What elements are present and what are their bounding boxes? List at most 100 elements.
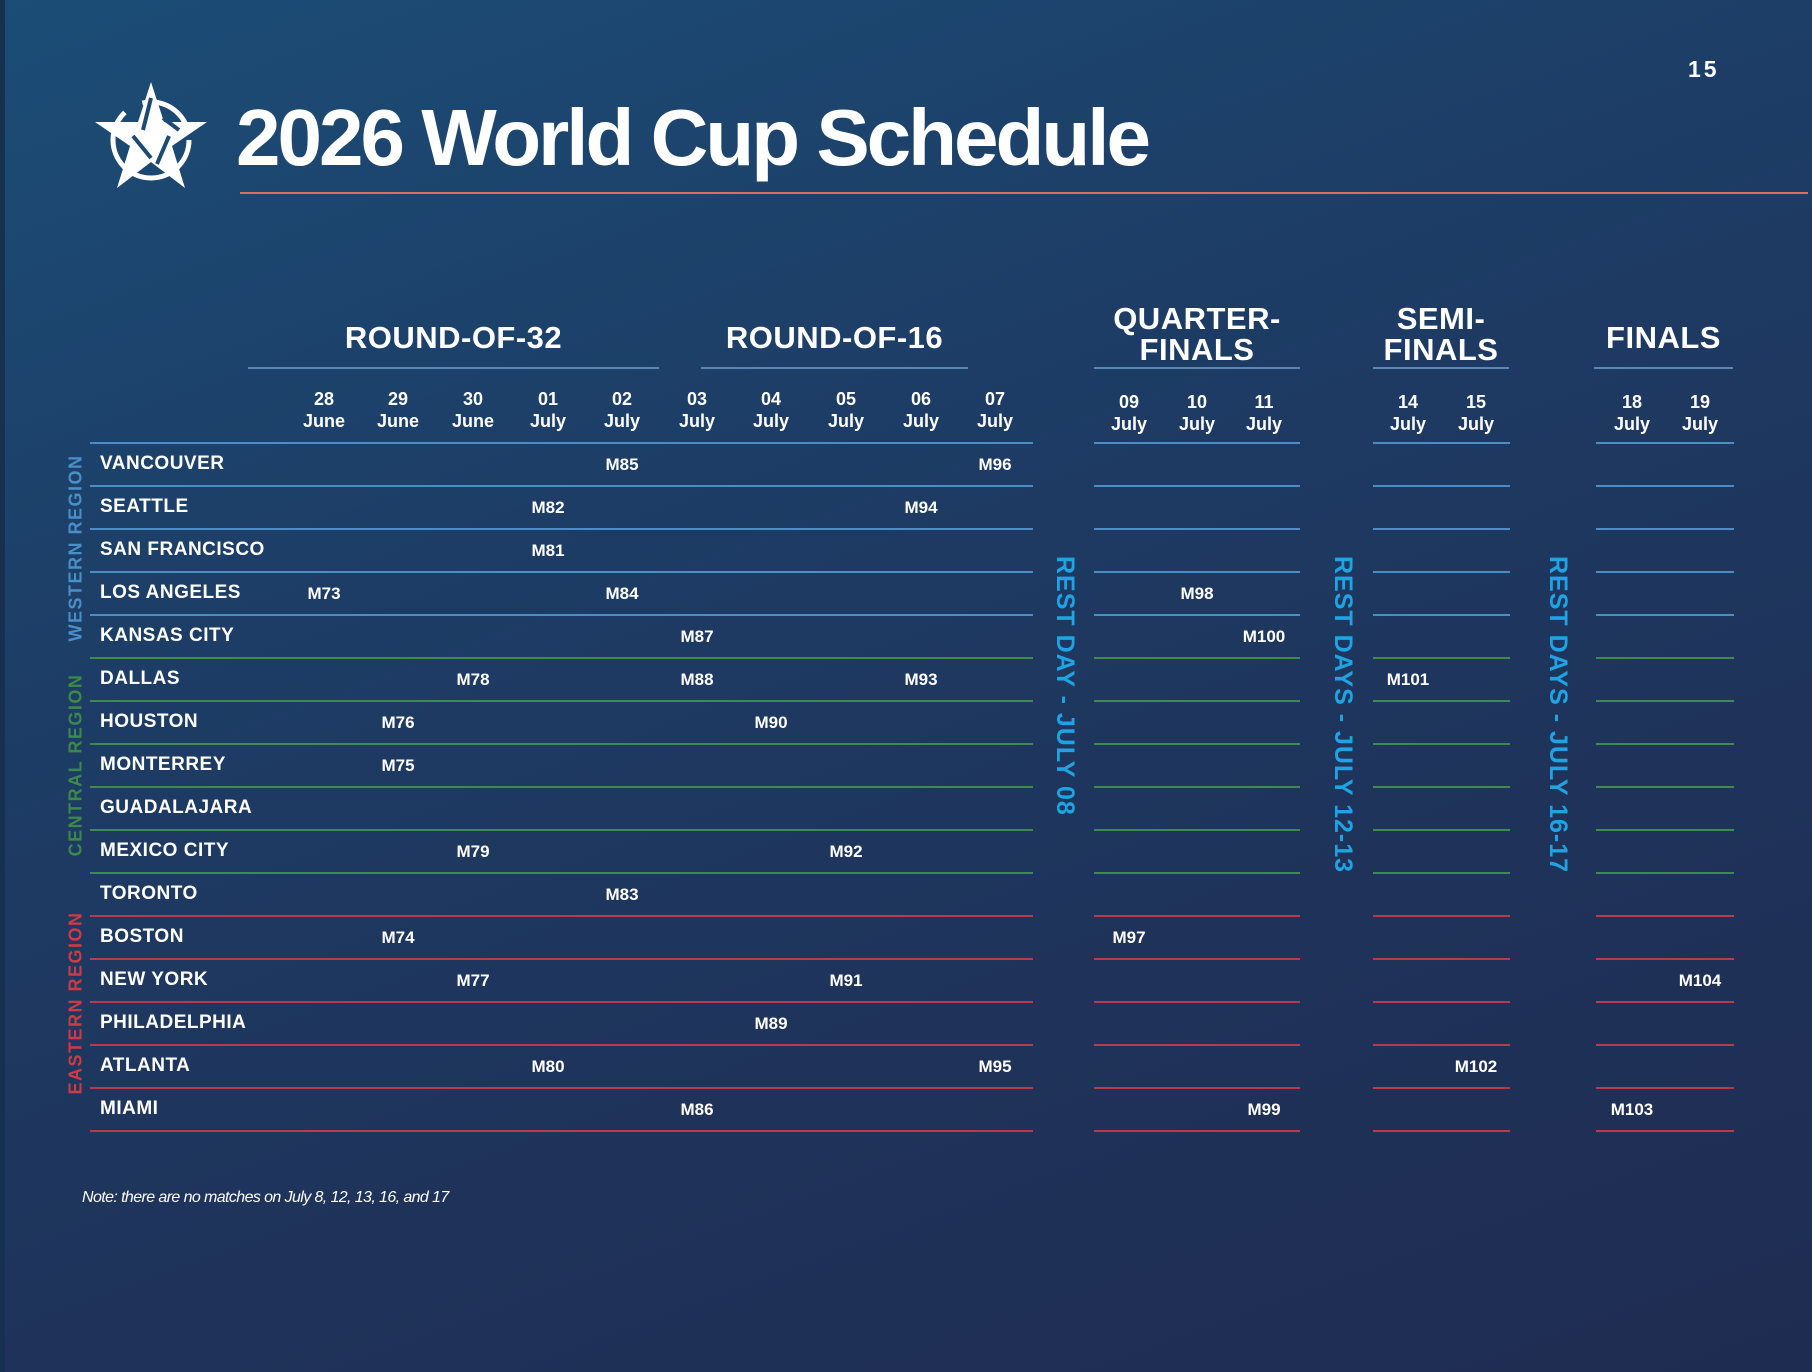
date-month: July (678, 411, 716, 431)
match-cell: M96 (978, 455, 1012, 474)
page-title: 2026 World Cup Schedule (236, 93, 1151, 182)
row-divider (1373, 958, 1510, 960)
row-divider (1373, 786, 1510, 788)
row-divider (1094, 915, 1300, 917)
date-header: 18 July (1614, 391, 1650, 435)
row-divider (1094, 657, 1300, 659)
date-header: 05 July (828, 388, 864, 432)
star-emblem-icon (95, 82, 207, 188)
date-day: 03 (686, 389, 708, 409)
row-divider (90, 700, 1033, 702)
city-label: TORONTO (100, 883, 198, 904)
city-label: GUADALAJARA (100, 797, 253, 818)
row-divider (90, 872, 1033, 874)
date-month: July (1178, 414, 1216, 434)
row-divider (1094, 786, 1300, 788)
city-label: ATLANTA (100, 1055, 191, 1076)
date-day: 18 (1621, 392, 1643, 412)
row-divider (1373, 1087, 1510, 1089)
date-month: July (1613, 414, 1651, 434)
date-month: July (902, 411, 940, 431)
date-header: 28 June (303, 388, 345, 432)
row-divider (90, 657, 1033, 659)
date-day: 15 (1465, 392, 1487, 412)
row-divider (1094, 1044, 1300, 1046)
row-divider (1373, 1130, 1510, 1132)
row-divider (90, 614, 1033, 616)
row-divider (1373, 442, 1510, 444)
date-header: 09 July (1111, 391, 1147, 435)
date-header: 15 July (1458, 391, 1494, 435)
match-cell: M98 (1180, 584, 1214, 603)
date-header: 30 June (452, 388, 494, 432)
match-cell: M77 (456, 971, 490, 990)
match-cell: M104 (1678, 971, 1722, 990)
city-label: VANCOUVER (100, 453, 225, 474)
rest-day-label: REST DAY - JULY 08 (1051, 556, 1079, 816)
city-label: KANSAS CITY (100, 625, 235, 646)
date-day: 11 (1254, 392, 1274, 412)
row-divider (1373, 1044, 1510, 1046)
match-cell: M73 (307, 584, 341, 603)
row-divider (1373, 829, 1510, 831)
city-label: DALLAS (100, 668, 181, 689)
date-month: June (302, 411, 346, 431)
row-divider (1094, 743, 1300, 745)
city-label: NEW YORK (100, 969, 209, 990)
date-header: 04 July (753, 388, 789, 432)
match-cell: M80 (531, 1057, 565, 1076)
date-day: 07 (984, 389, 1006, 409)
match-cell: M100 (1242, 627, 1286, 646)
row-divider (1596, 657, 1734, 659)
match-cell: M101 (1386, 670, 1430, 689)
row-divider (90, 1001, 1033, 1003)
date-header: 14 July (1390, 391, 1426, 435)
match-cell: M81 (531, 541, 565, 560)
date-day: 30 (462, 389, 484, 409)
row-divider (1596, 958, 1734, 960)
date-header: 10 July (1179, 391, 1215, 435)
row-divider (1596, 872, 1734, 874)
section-underline (248, 367, 659, 369)
row-divider (1094, 829, 1300, 831)
match-cell: M83 (605, 885, 639, 904)
city-label: SEATTLE (100, 496, 189, 517)
match-cell: M88 (680, 670, 714, 689)
footnote: Note: there are no matches on July 8, 12… (82, 1189, 449, 1206)
date-month: July (1389, 414, 1427, 434)
region-label-eastern: EASTERN REGION (65, 911, 86, 1095)
date-header: 11 July (1246, 391, 1282, 435)
date-header: 03 July (679, 388, 715, 432)
city-label: MEXICO CITY (100, 840, 230, 861)
row-divider (90, 786, 1033, 788)
row-divider (1373, 614, 1510, 616)
row-divider (1596, 571, 1734, 573)
match-cell: M79 (456, 842, 490, 861)
match-cell: M85 (605, 455, 639, 474)
date-month: July (1110, 414, 1148, 434)
rest-day-label: REST DAYS - JULY 12-13 (1329, 556, 1357, 874)
date-day: 04 (760, 389, 782, 409)
match-cell: M74 (381, 928, 415, 947)
city-label: PHILADELPHIA (100, 1012, 247, 1033)
row-divider (90, 485, 1033, 487)
row-divider (90, 958, 1033, 960)
row-divider (1596, 915, 1734, 917)
row-divider (1596, 1044, 1734, 1046)
date-month: June (376, 411, 420, 431)
match-cell: M95 (978, 1057, 1012, 1076)
date-day: 29 (387, 389, 409, 409)
row-divider (1373, 700, 1510, 702)
section-header: ROUND-OF-32 (344, 320, 563, 355)
date-day: 05 (835, 389, 857, 409)
row-divider (1094, 1130, 1300, 1132)
date-month: July (603, 411, 641, 431)
date-day: 01 (537, 389, 559, 409)
match-cell: M86 (680, 1100, 714, 1119)
date-day: 06 (910, 389, 932, 409)
date-header: 29 June (377, 388, 419, 432)
row-divider (1596, 1087, 1734, 1089)
row-divider (1373, 528, 1510, 530)
row-divider (1596, 829, 1734, 831)
row-divider (1094, 700, 1300, 702)
